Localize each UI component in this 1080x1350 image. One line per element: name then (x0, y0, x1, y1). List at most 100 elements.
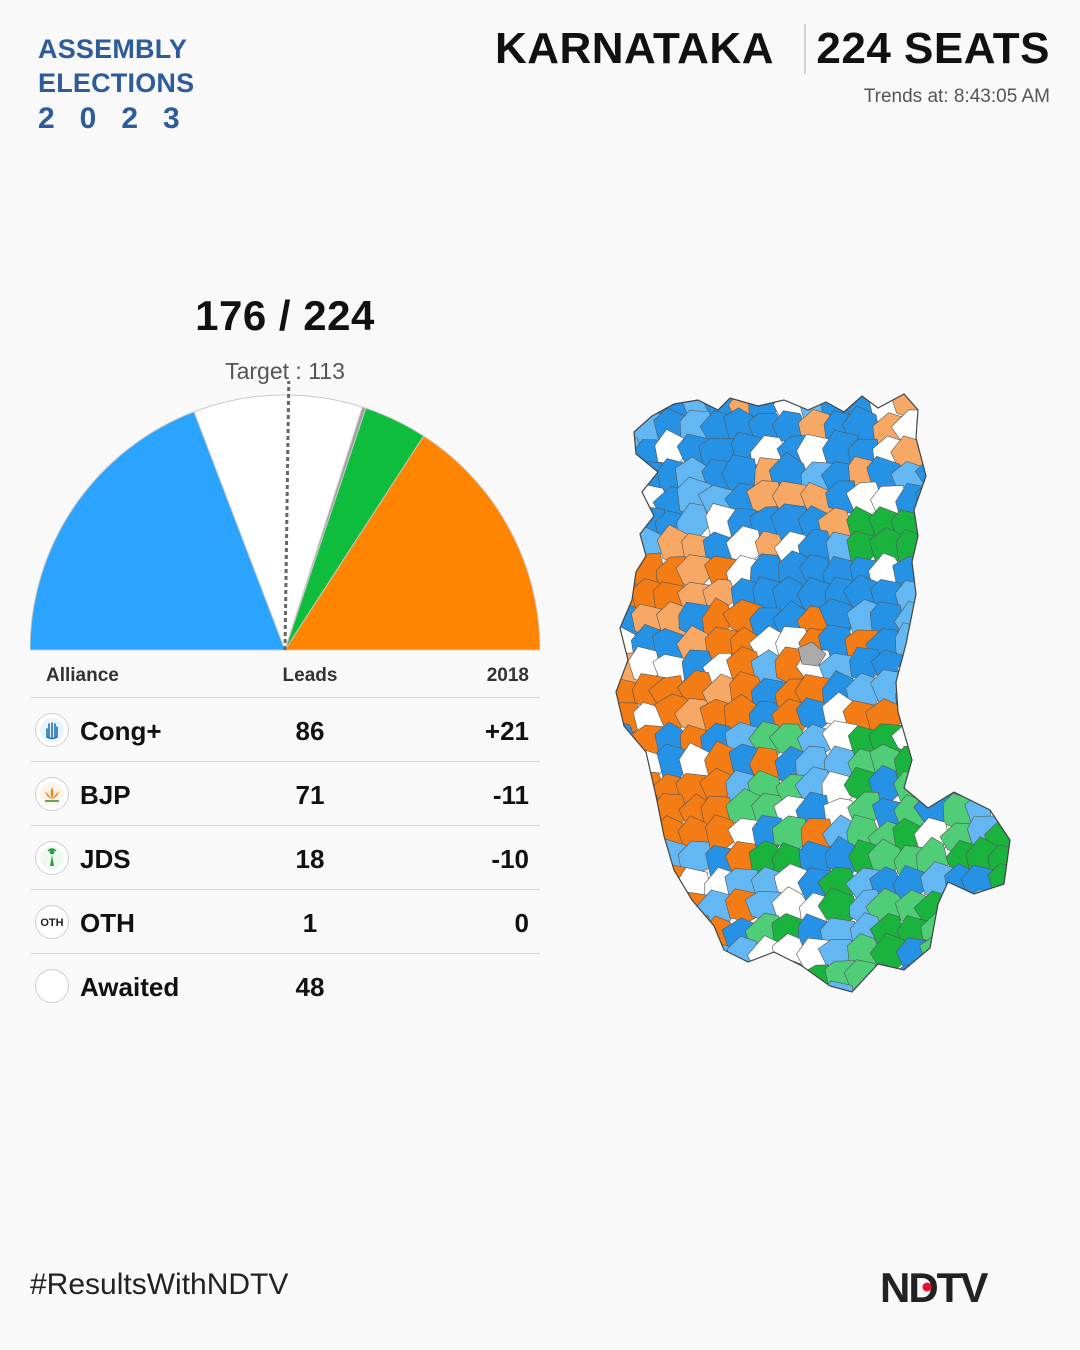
constituency-region (616, 884, 644, 925)
constituency-region (795, 987, 831, 992)
constituency-region (616, 912, 644, 949)
table-row-cong: Cong+ 86 +21 (30, 698, 540, 762)
seats-declared-tally: 176 / 224 (30, 292, 540, 340)
hashtag: #ResultsWithNDTV (30, 1268, 289, 1301)
constituency-region (939, 480, 978, 520)
constituency-region (991, 433, 1010, 470)
constituency-region (990, 767, 1010, 804)
majority-target: Target : 113 (225, 358, 345, 384)
constituency-region (916, 604, 953, 641)
constituency-region (989, 908, 1010, 948)
slice-awaited (193, 394, 364, 652)
constituency-region (937, 394, 977, 426)
target-line (283, 381, 291, 651)
constituency-region (961, 600, 1000, 641)
constituency-region (966, 937, 1005, 976)
constituency-region (964, 556, 999, 595)
constituency-region (968, 405, 1006, 442)
party-leads: 86 (295, 716, 325, 746)
constituency-region (705, 988, 744, 992)
constituency-region (942, 548, 984, 588)
party-leads: 18 (295, 844, 325, 874)
constituency-region (943, 578, 979, 615)
constituency-region (616, 933, 643, 973)
constituency-region (916, 503, 957, 544)
constituency-region (991, 963, 1010, 992)
constituency-region (966, 394, 1000, 422)
party-change-2018: 0 (514, 908, 529, 938)
constituency-region (988, 626, 1010, 660)
table-row-awaited: Awaited 48 (30, 954, 540, 1018)
constituency-region (751, 963, 788, 992)
constituency-region (630, 938, 668, 978)
constituency-region (917, 574, 951, 616)
table-header: Alliance Leads 2018 (30, 652, 540, 698)
constituency-region (942, 720, 982, 755)
constituency-region (994, 553, 1010, 589)
constituency-region (988, 982, 1010, 992)
constituency-region (895, 674, 932, 714)
constituency-region (963, 888, 1001, 925)
constituency-region (940, 509, 983, 545)
constituency-region (917, 962, 952, 992)
party-leads: 1 (302, 908, 318, 938)
constituency-region (651, 958, 692, 992)
constituency-region (654, 913, 687, 950)
constituency-region (891, 964, 930, 992)
slice-cong (30, 411, 286, 651)
constituency-region (616, 505, 642, 543)
constituency-region (964, 986, 1000, 992)
constituency-region (967, 577, 1004, 618)
constituency-region (771, 987, 808, 992)
constituency-region (943, 698, 981, 737)
constituency-region (961, 696, 1002, 733)
constituency-region (918, 528, 954, 561)
trends-timestamp: Trends at: 8:43:05 AM (864, 86, 1050, 108)
constituency-region (680, 939, 716, 978)
table-row-bjp: BJP 71 -11 (30, 762, 540, 826)
constituency-region (653, 889, 690, 928)
constituency-region (724, 959, 761, 992)
constituency-region (616, 837, 644, 877)
constituency-region (995, 501, 1010, 544)
constituency-region (987, 673, 1010, 710)
constituency-region (944, 960, 983, 992)
constituency-region (630, 914, 667, 950)
constituency-region (939, 435, 977, 471)
constituency-region (914, 624, 953, 659)
karnataka-constituency-map (615, 393, 1011, 993)
tally-declared: 176 (195, 292, 267, 339)
lotus-icon (35, 777, 69, 811)
constituency-region (616, 959, 643, 992)
constituency-region (700, 959, 735, 992)
party-leads: 71 (295, 780, 325, 810)
tally-separator: / (266, 292, 304, 339)
trends-label: Trends at: (863, 86, 949, 107)
constituency-region (616, 984, 643, 992)
constituency-region (987, 480, 1010, 519)
table-row-oth: OTH OTH 1 0 (30, 890, 540, 954)
constituency-region (990, 581, 1010, 617)
constituency-region (941, 936, 979, 973)
constituency-region (916, 720, 957, 761)
party-change-2018: +21 (484, 716, 529, 746)
logo-line-elections: ELECTIONS (38, 68, 195, 98)
constituency-region (616, 394, 643, 421)
constituency-region (941, 625, 977, 665)
constituency-region (679, 961, 718, 992)
constituency-region (627, 987, 666, 992)
svg-text:NDTV: NDTV (880, 1268, 988, 1308)
party-name: Cong+ (80, 716, 162, 746)
party-name: OTH (80, 908, 135, 938)
constituency-region (987, 698, 1010, 735)
constituency-region (632, 866, 667, 907)
constituency-region (629, 819, 667, 855)
party-change-2018: -10 (491, 844, 529, 874)
hand-icon (35, 713, 69, 747)
constituency-region (917, 674, 957, 709)
constituency-region (616, 797, 647, 832)
constituency-region (616, 868, 641, 902)
ndtv-logo: NDTV (880, 1268, 990, 1308)
constituency-region (745, 987, 787, 992)
constituency-region (990, 649, 1010, 683)
